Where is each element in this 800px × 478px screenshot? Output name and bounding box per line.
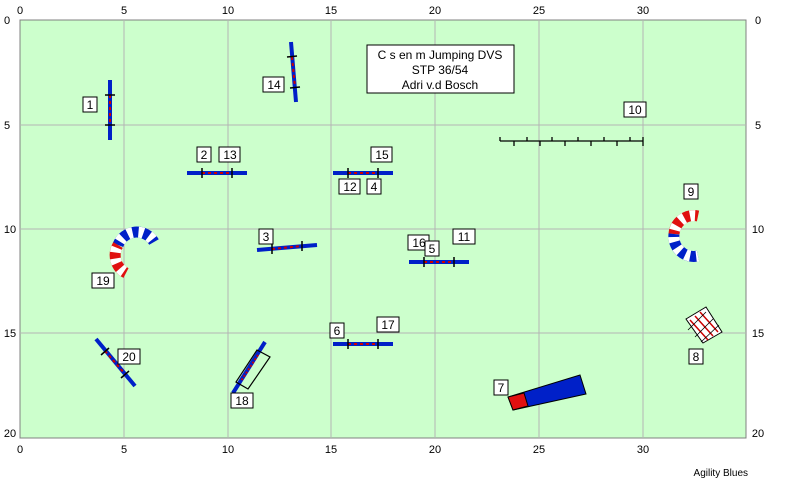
x-tick-label: 5 [121,5,127,17]
y-axis-right: 0 5 10 15 20 [752,15,764,440]
software-credit: Agility Blues [694,468,748,478]
obstacle-number: 2 [201,148,208,162]
y-tick-label: 5 [755,120,761,132]
y-tick-label: 15 [4,328,16,340]
number-labels: 1 2 13 14 15 12 4 3 16 5 11 10 9 19 6 17 [82,76,704,409]
x-axis-top: 0 5 10 15 20 25 30 [17,5,649,17]
grid [20,20,746,438]
obstacle-number: 9 [688,185,695,199]
hurdle-6-17 [333,339,393,349]
x-axis-bottom: 0 5 10 15 20 25 30 [17,444,649,456]
obstacle-number: 19 [96,274,110,288]
obstacle-number: 15 [375,148,389,162]
x-tick-label: 0 [17,5,23,17]
obstacle-number: 3 [263,230,270,244]
x-tick-label: 25 [533,5,545,17]
obstacle-number: 10 [628,103,642,117]
weave-poles-8 [685,306,723,344]
y-tick-label: 20 [4,428,16,440]
y-tick-label: 15 [752,328,764,340]
long-jump-10 [499,137,644,146]
course-title-box: C s en m Jumping DVS STP 36/54 Adri v.d … [366,44,515,94]
obstacle-number: 13 [223,148,237,162]
hurdle-20 [94,337,137,388]
x-tick-label: 25 [533,444,545,456]
obstacle-number: 7 [498,381,505,395]
y-tick-label: 5 [4,120,10,132]
obstacle-number: 6 [334,324,341,338]
y-tick-label: 0 [4,15,10,27]
tunnel-7 [507,374,587,411]
course-subtitle: STP 36/54 [412,63,469,77]
tunnel-9 [668,210,700,262]
x-tick-label: 10 [222,444,234,456]
x-tick-label: 15 [325,444,337,456]
hurdle-16-5 [409,257,469,267]
obstacle-number: 14 [267,78,281,92]
y-tick-label: 10 [752,224,764,236]
course-title: C s en m Jumping DVS [378,48,503,62]
x-tick-label: 20 [429,444,441,456]
y-tick-label: 20 [752,428,764,440]
hurdle-3 [256,241,318,254]
x-tick-label: 10 [222,5,234,17]
obstacle-number: 20 [122,350,136,364]
hurdle-18 [231,340,271,395]
x-tick-label: 0 [17,444,23,456]
tunnel-19 [109,226,159,278]
x-tick-label: 20 [429,5,441,17]
obstacle-number: 5 [429,242,436,256]
obstacle-number: 18 [235,394,249,408]
hurdle-14 [286,41,301,103]
obstacle-number: 12 [343,180,357,194]
hurdle-15-12-4 [333,168,393,178]
obstacle-number: 17 [381,318,395,332]
obstacle-number: 16 [412,236,426,250]
obstacle-number: 11 [458,230,471,244]
y-tick-label: 0 [755,15,761,27]
x-tick-label: 5 [121,444,127,456]
x-tick-label: 30 [637,444,649,456]
obstacle-number: 4 [371,180,378,194]
obstacle-number: 8 [693,350,700,364]
x-tick-label: 30 [637,5,649,17]
y-tick-label: 10 [4,224,16,236]
obstacle-number: 1 [87,98,94,112]
hurdle-1 [105,80,115,140]
course-judge: Adri v.d Bosch [402,78,478,92]
hurdle-2-13 [187,168,247,178]
y-axis-left: 0 5 10 15 20 [4,15,16,440]
x-tick-label: 15 [325,5,337,17]
